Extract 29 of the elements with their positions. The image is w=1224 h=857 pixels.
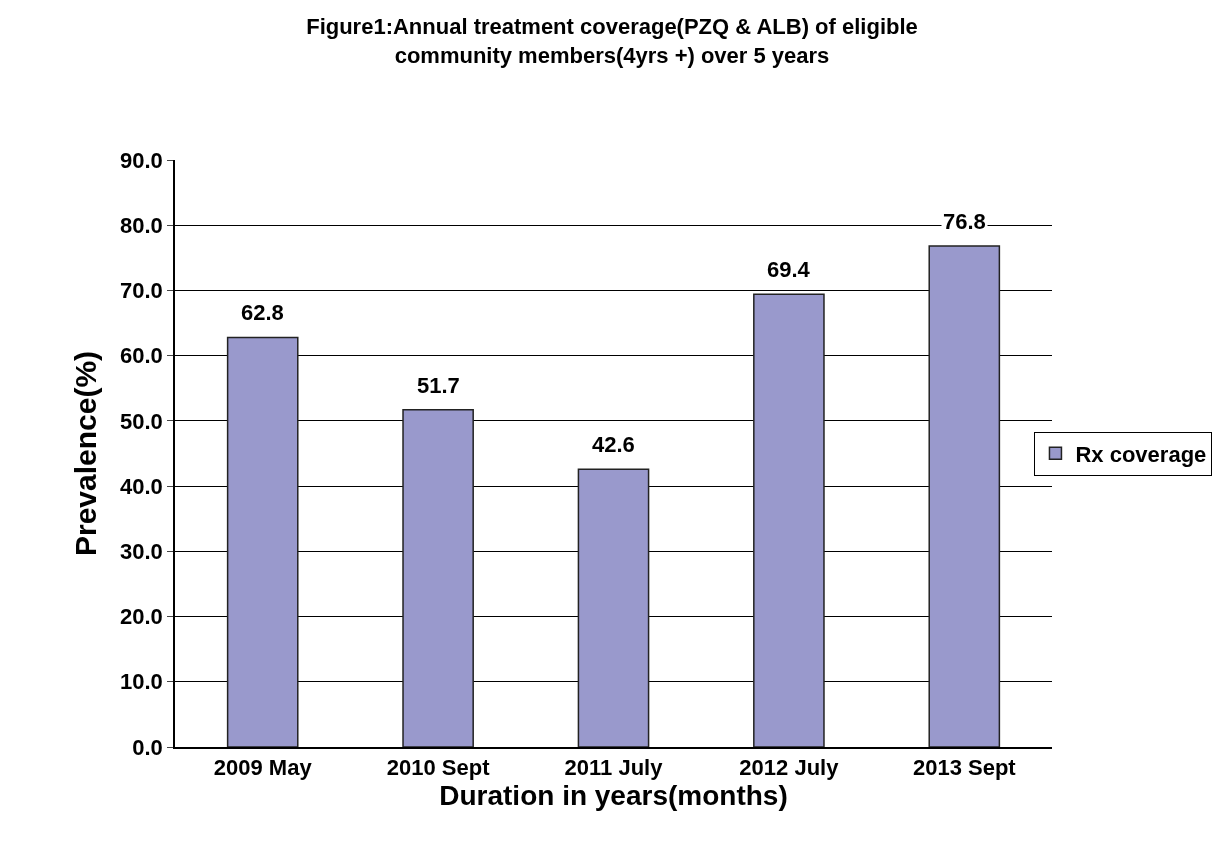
y-tick-label: 60.0 [120, 343, 163, 369]
y-tick-label: 40.0 [120, 473, 163, 499]
y-tick-label: 70.0 [120, 278, 163, 304]
x-tick-label: 2013 Sept [912, 755, 1017, 781]
data-label: 76.8 [943, 209, 986, 234]
chart-title: Figure1:Annual treatment coverage(PZQ & ALB) of eligible community members(4yrs +) over 5 years [306, 14, 918, 68]
data-label: 42.6 [592, 432, 635, 457]
x-tick-label: 2009 May [213, 755, 313, 781]
x-tick-label: 2012 July [739, 755, 840, 781]
x-tick-label: 2011 July [564, 755, 664, 781]
legend-label: Rx coverage [1075, 441, 1207, 467]
y-tick-label: 80.0 [120, 212, 163, 238]
bar [753, 293, 825, 747]
data-label: 62.8 [241, 300, 284, 325]
y-tick-label: 30.0 [120, 539, 163, 565]
y-tick-label: 50.0 [120, 408, 163, 434]
y-tick-label: 20.0 [120, 604, 163, 630]
bar [577, 468, 650, 747]
data-label: 51.7 [417, 373, 460, 398]
bar [928, 245, 1001, 747]
bar [226, 336, 299, 747]
y-tick-label: 10.0 [120, 669, 163, 695]
x-tick-label: 2010 Sept [386, 755, 491, 781]
data-label: 69.4 [767, 257, 811, 282]
y-tick-label: 0.0 [132, 734, 163, 760]
bar [402, 409, 474, 747]
x-axis-title: Duration in years(months) [439, 780, 788, 812]
y-tick-label: 90.0 [120, 147, 163, 173]
y-axis-title: Prevalence(%) [68, 350, 102, 557]
